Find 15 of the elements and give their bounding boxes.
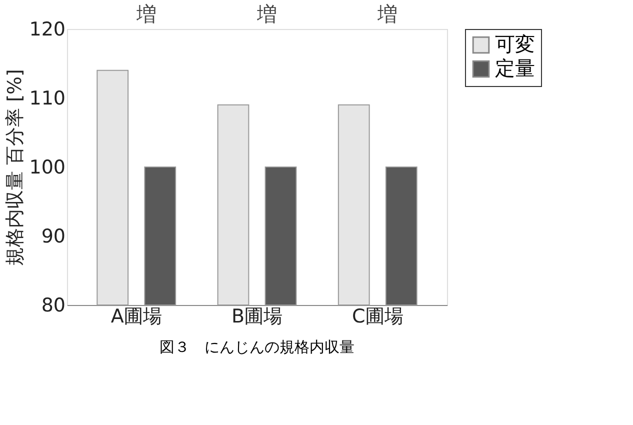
caption: 図３ にんじんの規格内収量	[160, 338, 354, 356]
text: 増	[256, 2, 277, 26]
y-tick-label: 110	[29, 88, 66, 110]
x-tick-label: A圃場	[110, 306, 162, 328]
text: 増	[376, 2, 398, 26]
text: 増	[135, 2, 156, 26]
y-tick-label: 100	[29, 156, 66, 178]
x-tick-label: B圃場	[231, 306, 283, 328]
y-axis-title: 規格内収量 百分率 [%]	[4, 69, 26, 266]
y-tick-label: 90	[41, 226, 66, 248]
legend-label: 可変	[495, 32, 535, 56]
y-tick-label: 120	[29, 18, 66, 40]
y-tick-label: 80	[41, 294, 66, 316]
x-tick-label: C圃場	[352, 306, 404, 328]
legend-label: 定量	[495, 56, 535, 80]
